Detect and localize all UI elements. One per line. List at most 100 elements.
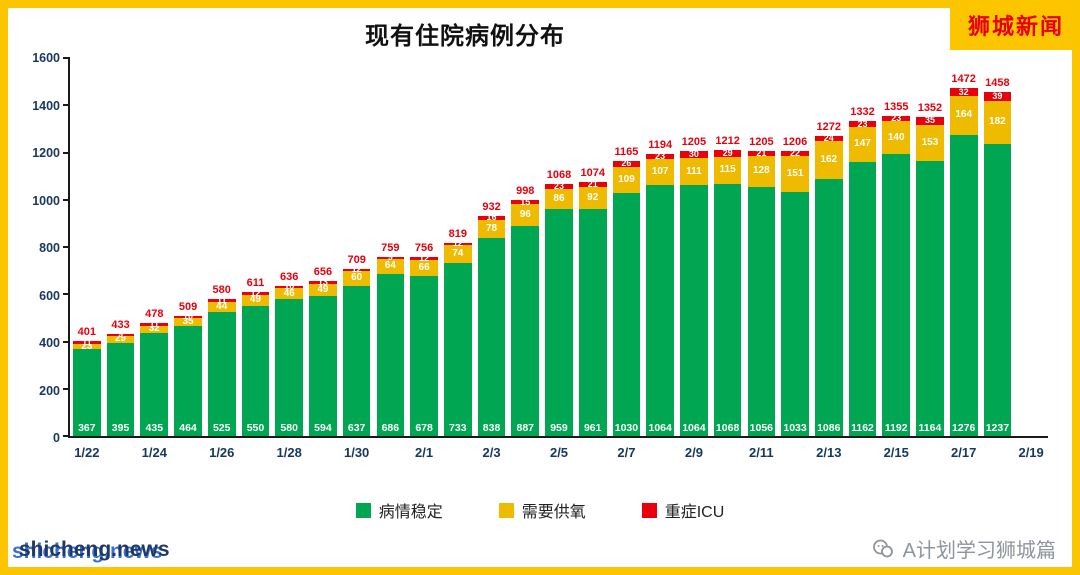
segment-value: 21: [756, 148, 767, 159]
segment-value: 78: [485, 222, 498, 234]
total-label: 998: [516, 185, 535, 198]
bar-2/3: 838 78 16 932: [477, 201, 506, 436]
bar-1/25: 464 35 10 509: [174, 301, 202, 436]
credit: A计划学习狮城篇: [871, 534, 1056, 563]
segment-重症ICU-1/27: 12: [241, 288, 270, 297]
segment-重症ICU-2/18: 39: [983, 91, 1012, 101]
segment-病情稳定-1/31: 686: [376, 273, 405, 436]
segment-value: 11: [149, 318, 160, 329]
segment-需要供氧-1/26: 44: [207, 301, 236, 312]
total-label: 756: [414, 242, 434, 255]
x-tick-label: 1/22: [74, 445, 100, 460]
segment-value: 1164: [918, 421, 942, 434]
segment-重症ICU-2/3: 16: [477, 213, 506, 222]
segment-value: 109: [618, 173, 635, 185]
segment-需要供氧-1/30: 60: [342, 271, 371, 286]
segment-病情稳定-1/24: 435: [140, 333, 169, 436]
segment-重症ICU-1/22: 11: [73, 338, 101, 347]
bar-2/14: 1162 147 23 1332: [848, 106, 877, 436]
segment-需要供氧-2/7: 109: [612, 166, 641, 193]
segment-需要供氧-2/16: 153: [916, 124, 944, 162]
segment-value: 15: [520, 196, 531, 207]
segment-重症ICU-2/16: 35: [916, 116, 944, 125]
bar-2/8: 1064 107 23 1194: [646, 139, 674, 436]
legend-item-需要供氧: 需要供氧: [498, 498, 586, 522]
segment-需要供氧-2/11: 128: [747, 156, 776, 187]
segment-需要供氧-1/24: 32: [140, 323, 169, 335]
segment-病情稳定-2/1: 678: [410, 275, 438, 436]
total-label: 1206: [782, 136, 808, 149]
legend-item-病情稳定: 病情稳定: [355, 498, 443, 522]
segment-value: 838: [482, 421, 501, 434]
segment-病情稳定-2/4: 887: [511, 226, 540, 436]
y-tick-label: 0: [53, 431, 60, 445]
segment-value: 1276: [952, 421, 976, 434]
segment-需要供氧-2/14: 147: [848, 126, 877, 162]
segment-value: 46: [283, 287, 295, 299]
x-tick-label: 2/9: [684, 445, 703, 460]
x-tick-label: 1/24: [141, 445, 167, 460]
wechat-icon: [871, 537, 895, 561]
bar-2/16: 1164 153 35 1352: [916, 102, 944, 436]
segment-value: 9: [118, 329, 124, 340]
credit-text: A计划学习狮城篇: [902, 540, 1056, 562]
bar-2/18: 1237 182 39 1458: [983, 77, 1012, 436]
segment-value: 64: [384, 260, 396, 272]
segment-需要供氧-2/8: 107: [646, 159, 674, 185]
y-axis: 0 200 400 600 800 1000 1200 1400 1600: [26, 51, 68, 445]
bar-2/7: 1030 109 26 1165: [612, 146, 641, 436]
segment-病情稳定-2/3: 838: [477, 238, 506, 436]
segment-value: 959: [550, 421, 568, 434]
segment-需要供氧-2/6: 92: [578, 187, 607, 209]
bar-2/5: 959 86 23 1068: [545, 169, 573, 436]
y-tick-mark: [63, 387, 70, 390]
total-label: 656: [313, 266, 333, 279]
legend-swatch: [355, 502, 371, 518]
segment-value: 12: [452, 238, 463, 249]
x-tick-label: 2/11: [749, 445, 774, 460]
bar-2/10: 1068 115 29 1212: [713, 135, 742, 436]
segment-value: 162: [820, 154, 838, 166]
x-tick-label: 2/13: [816, 445, 842, 460]
segment-重症ICU-1/25: 10: [174, 312, 202, 321]
plot-area: 367 23 11 401 395 29 9 433 435 32 11 478 464 35 10 509 5…: [63, 57, 1048, 460]
segment-value: 107: [651, 166, 669, 177]
y-tick-label: 800: [39, 241, 60, 255]
segment-value: 32: [148, 323, 160, 335]
segment-需要供氧-1/25: 35: [174, 317, 202, 327]
total-label: 1272: [816, 120, 842, 133]
segment-需要供氧-2/9: 111: [680, 158, 708, 185]
bar-1/26: 525 44 11 580: [207, 284, 236, 436]
segment-value: 182: [989, 116, 1006, 128]
segment-value: 29: [722, 147, 733, 158]
watermark-text: shicheng.news: [19, 538, 170, 561]
segment-病情稳定-2/2: 733: [444, 262, 472, 436]
segment-value: 12: [351, 264, 362, 275]
legend-item-重症ICU: 重症ICU: [641, 498, 724, 522]
segment-value: 887: [516, 421, 535, 434]
segment-value: 12: [419, 253, 430, 264]
total-label: 1074: [580, 167, 605, 180]
segment-value: 10: [183, 311, 194, 322]
brand-badge: 狮城新闻: [949, 0, 1080, 50]
segment-value: 29: [115, 333, 127, 345]
segment-value: 30: [688, 149, 699, 160]
segment-病情稳定-2/10: 1068: [713, 183, 742, 436]
segment-value: 151: [786, 168, 804, 180]
y-tick-mark: [63, 57, 70, 59]
segment-需要供氧-2/4: 96: [511, 203, 540, 227]
segment-value: 1030: [614, 421, 639, 434]
segment-value: 1086: [817, 421, 841, 434]
total-label: 1194: [648, 138, 673, 151]
segment-重症ICU-1/29: 13: [309, 278, 337, 287]
segment-value: 23: [857, 118, 868, 129]
segment-病情稳定-2/11: 1056: [747, 186, 776, 436]
segment-需要供氧-2/3: 78: [477, 219, 506, 239]
segment-需要供氧-1/22: 23: [73, 341, 101, 351]
total-label: 709: [347, 253, 366, 266]
bar-2/6: 961 92 21 1074: [578, 167, 607, 436]
segment-病情稳定-1/27: 550: [241, 306, 270, 436]
segment-重症ICU-2/17: 32: [949, 87, 978, 96]
segment-重症ICU-2/7: 26: [612, 159, 641, 168]
bar-2/9: 1064 111 30 1205: [680, 136, 708, 436]
